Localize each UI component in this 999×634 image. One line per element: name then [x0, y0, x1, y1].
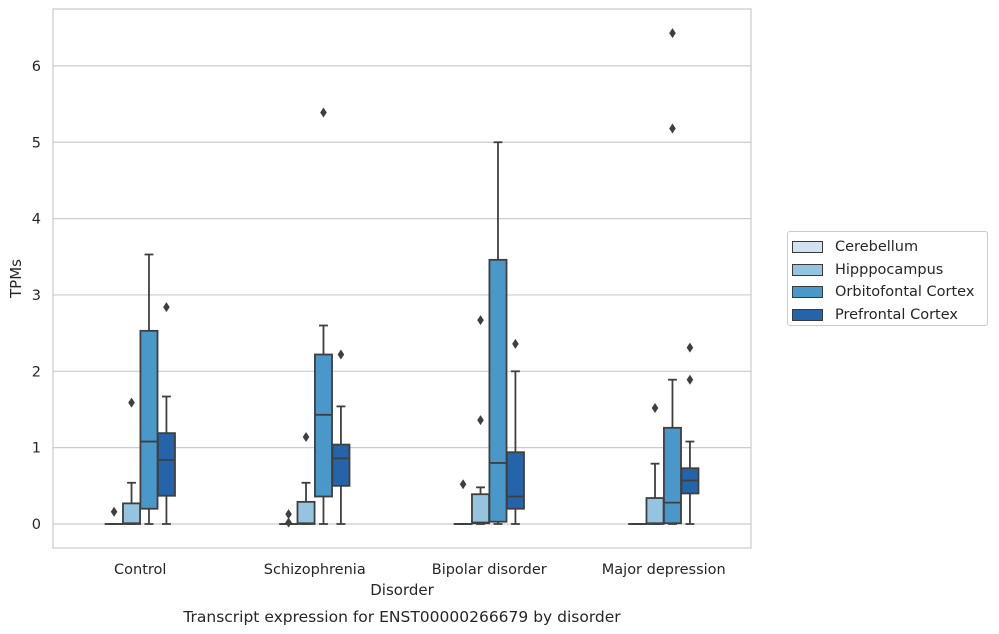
y-tick-label: 1 — [32, 441, 41, 457]
x-tick-label: Schizophrenia — [264, 562, 366, 578]
outlier-point — [302, 431, 310, 442]
box-1-3 — [645, 402, 665, 525]
outlier-point — [163, 302, 170, 313]
legend-item: Prefrontal Cortex — [792, 304, 987, 327]
x-tick-label: Control — [114, 562, 166, 578]
outlier-point — [477, 315, 484, 326]
box-3-3 — [680, 342, 700, 525]
box-3-1 — [331, 349, 351, 525]
legend-item: Hipppocampus — [792, 259, 987, 282]
outlier-point — [686, 342, 694, 353]
legend-swatch — [792, 241, 823, 254]
box-3-0 — [156, 302, 176, 525]
box-iqr — [122, 502, 141, 525]
x-axis-label: Disorder — [370, 581, 434, 599]
y-tick-label: 5 — [32, 135, 41, 151]
outlier-point — [669, 123, 676, 134]
y-tick-labels: 0 1 2 3 4 5 6 — [32, 59, 41, 533]
chart-title: Transcript expression for ENST0000026667… — [182, 608, 621, 626]
box-iqr — [296, 500, 316, 525]
box-iqr — [505, 451, 525, 510]
box-2-3 — [663, 28, 682, 525]
box-iqr — [488, 258, 508, 523]
box-iqr — [663, 426, 682, 525]
box-2-2 — [488, 141, 508, 525]
x-tick-labels: Control Schizophrenia Bipolar disorder Majo… — [114, 562, 726, 578]
box-1-1 — [296, 431, 316, 525]
x-tick-label: Major depression — [602, 562, 726, 578]
outlier-point — [285, 509, 292, 520]
outlier-point — [337, 349, 345, 360]
legend-swatch — [792, 286, 823, 299]
box-2-0 — [139, 253, 159, 525]
outlier-point — [669, 28, 676, 39]
legend-label: Cerebellum — [835, 239, 919, 256]
y-tick-label: 2 — [32, 364, 41, 380]
outlier-point — [651, 402, 659, 413]
outlier-point — [459, 479, 467, 490]
legend-label: Orbitofontal Cortex — [835, 284, 975, 301]
box-1-0 — [122, 397, 141, 525]
legend-label: Hipppocampus — [835, 261, 944, 278]
box-0-0 — [104, 506, 124, 525]
plot-frame — [52, 8, 752, 549]
box-iqr — [314, 353, 333, 498]
box-iqr — [139, 329, 159, 510]
box-iqr — [471, 493, 490, 525]
box-iqr — [331, 443, 351, 487]
y-tick-label: 4 — [32, 212, 41, 228]
legend-swatch — [792, 308, 823, 321]
legend-item: Cerebellum — [792, 236, 987, 259]
box-iqr — [156, 432, 176, 497]
y-tick-label: 6 — [32, 59, 41, 75]
legend-swatch — [792, 263, 823, 276]
legend-label: Prefrontal Cortex — [835, 306, 958, 323]
y-tick-label: 3 — [32, 288, 41, 304]
box-3-2 — [505, 338, 525, 525]
outlier-point — [128, 397, 135, 408]
outlier-point — [320, 107, 327, 118]
legend-item: Orbitofontal Cortex — [792, 281, 987, 304]
outlier-point — [110, 506, 118, 517]
outlier-point — [512, 338, 519, 349]
box-plot-marks — [104, 28, 700, 528]
y-axis-label: TPMs — [7, 259, 25, 299]
outlier-point — [477, 415, 484, 426]
outlier-point — [686, 374, 694, 385]
box-0-2 — [453, 479, 473, 525]
box-2-1 — [314, 107, 333, 525]
box-iqr — [645, 497, 665, 525]
y-tick-label: 0 — [32, 517, 41, 533]
x-tick-label: Bipolar disorder — [432, 562, 547, 578]
outlier-point — [285, 517, 292, 528]
legend: Cerebellum Hipppocampus Orbitofontal Corte… — [787, 231, 988, 326]
